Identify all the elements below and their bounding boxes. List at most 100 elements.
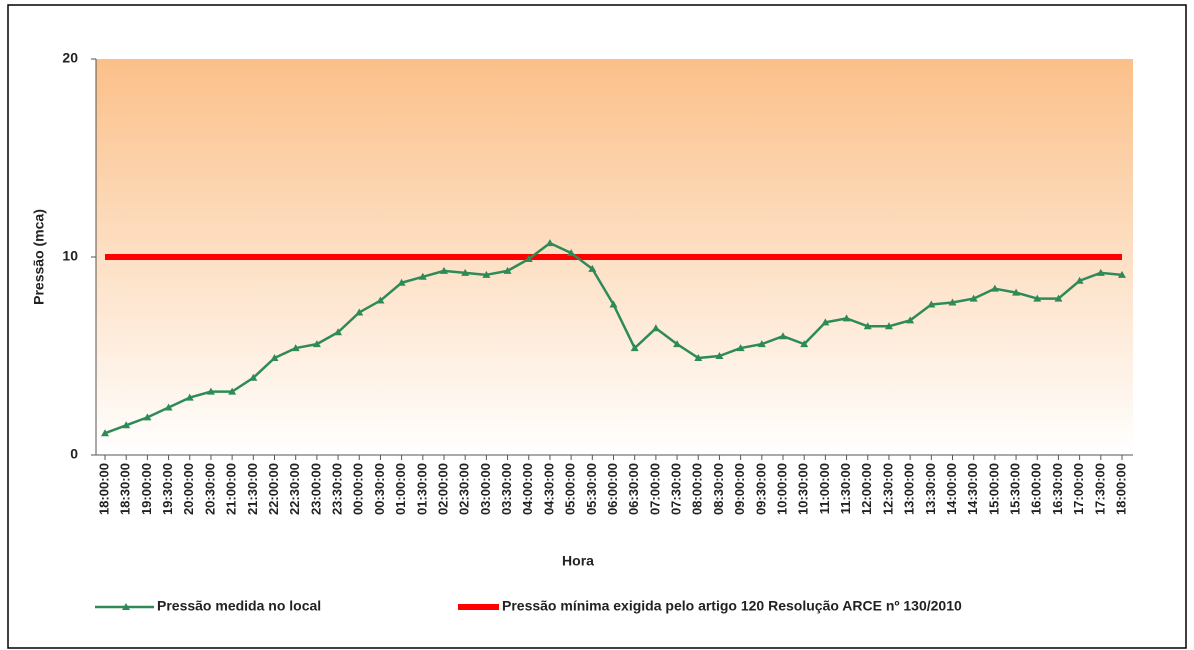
marker — [651, 324, 660, 332]
x-tick-label: 23:30:00 — [330, 463, 345, 515]
marker — [609, 300, 618, 308]
marker — [969, 294, 978, 302]
marker — [418, 272, 427, 280]
x-tick-label: 21:00:00 — [224, 463, 239, 515]
x-tick-label: 21:30:00 — [245, 463, 260, 515]
marker — [821, 318, 830, 326]
x-tick-label: 09:00:00 — [732, 463, 747, 515]
marker — [715, 352, 724, 359]
x-tick-label: 03:30:00 — [499, 463, 514, 515]
marker — [164, 403, 173, 411]
x-tick-label: 22:30:00 — [287, 463, 302, 515]
marker — [101, 429, 109, 437]
x-tick-label: 15:00:00 — [986, 463, 1001, 515]
y-axis-title: Pressão (mca) — [31, 209, 47, 305]
marker — [397, 278, 406, 286]
x-tick-label: 00:30:00 — [372, 463, 387, 515]
marker — [122, 421, 131, 429]
marker — [1118, 270, 1126, 278]
x-tick-label: 06:00:00 — [605, 463, 620, 515]
marker — [228, 387, 237, 395]
marker — [948, 298, 957, 306]
marker — [185, 393, 194, 401]
x-tick-label: 08:30:00 — [711, 463, 726, 515]
x-tick-label: 01:00:00 — [393, 463, 408, 515]
x-tick-label: 03:00:00 — [478, 463, 493, 515]
x-tick-label: 18:00:00 — [96, 463, 111, 515]
marker — [863, 322, 872, 330]
x-tick-label: 11:00:00 — [817, 463, 832, 514]
x-tick-label: 02:30:00 — [457, 463, 472, 515]
marker — [990, 284, 999, 292]
marker — [249, 373, 258, 381]
x-tick-label: 04:30:00 — [541, 463, 556, 515]
marker — [1054, 294, 1063, 302]
marker — [1096, 268, 1105, 276]
x-tick-label: 17:00:00 — [1071, 463, 1086, 515]
x-tick-label: 20:00:00 — [181, 463, 196, 515]
x-tick-label: 19:30:00 — [160, 463, 175, 515]
x-tick-label: 19:00:00 — [139, 463, 154, 515]
x-tick-label: 10:30:00 — [796, 463, 811, 515]
x-tick-label: 23:00:00 — [308, 463, 323, 515]
x-tick-label: 02:00:00 — [435, 463, 450, 515]
marker — [206, 387, 215, 395]
x-tick-label: 09:30:00 — [753, 463, 768, 515]
marker — [736, 344, 745, 352]
marker — [545, 239, 554, 247]
x-tick-label: 13:30:00 — [923, 463, 938, 515]
y-tick-label: 20 — [62, 50, 78, 66]
marker — [482, 270, 491, 278]
x-tick-label: 22:00:00 — [266, 463, 281, 515]
x-tick-label: 18:30:00 — [118, 463, 133, 515]
marker — [1033, 294, 1042, 302]
marker — [524, 254, 533, 262]
marker — [376, 296, 385, 304]
marker — [461, 268, 470, 276]
x-tick-label: 14:30:00 — [965, 463, 980, 515]
marker — [567, 249, 576, 257]
legend-label: Pressão medida no local — [157, 598, 321, 614]
marker — [312, 340, 321, 348]
marker — [842, 314, 851, 322]
marker — [503, 266, 512, 274]
x-tick-label: 11:30:00 — [838, 463, 853, 514]
marker — [757, 340, 766, 348]
marker — [884, 322, 893, 330]
x-tick-label: 12:30:00 — [880, 463, 895, 515]
x-tick-label: 04:00:00 — [520, 463, 535, 515]
marker — [143, 413, 152, 421]
marker — [927, 300, 936, 308]
x-tick-label: 08:00:00 — [690, 463, 705, 515]
marker — [1075, 276, 1084, 284]
x-tick-label: 00:00:00 — [351, 463, 366, 515]
x-tick-label: 14:00:00 — [944, 463, 959, 515]
x-tick-label: 01:30:00 — [414, 463, 429, 515]
x-tick-label: 06:30:00 — [626, 463, 641, 515]
x-tick-label: 18:00:00 — [1113, 463, 1128, 515]
y-tick-label: 0 — [70, 446, 78, 462]
x-tick-label: 15:30:00 — [1008, 463, 1023, 515]
x-axis-title: Hora — [562, 553, 594, 569]
marker — [1012, 288, 1021, 296]
x-tick-label: 20:30:00 — [202, 463, 217, 515]
x-tick-label: 12:00:00 — [859, 463, 874, 515]
marker — [291, 344, 300, 352]
x-tick-label: 16:00:00 — [1029, 463, 1044, 515]
marker — [440, 266, 448, 274]
marker — [334, 328, 343, 336]
marker — [673, 340, 682, 348]
x-tick-label: 10:00:00 — [774, 463, 789, 515]
x-tick-label: 16:30:00 — [1050, 463, 1065, 515]
x-tick-label: 07:30:00 — [669, 463, 684, 515]
marker — [588, 264, 597, 272]
marker — [630, 344, 639, 352]
x-tick-label: 13:00:00 — [902, 463, 917, 515]
y-tick-label: 10 — [62, 248, 78, 264]
x-tick-label: 17:30:00 — [1092, 463, 1107, 515]
x-tick-label: 05:00:00 — [563, 463, 578, 515]
marker — [779, 332, 787, 340]
marker — [694, 353, 703, 361]
marker — [800, 340, 809, 348]
